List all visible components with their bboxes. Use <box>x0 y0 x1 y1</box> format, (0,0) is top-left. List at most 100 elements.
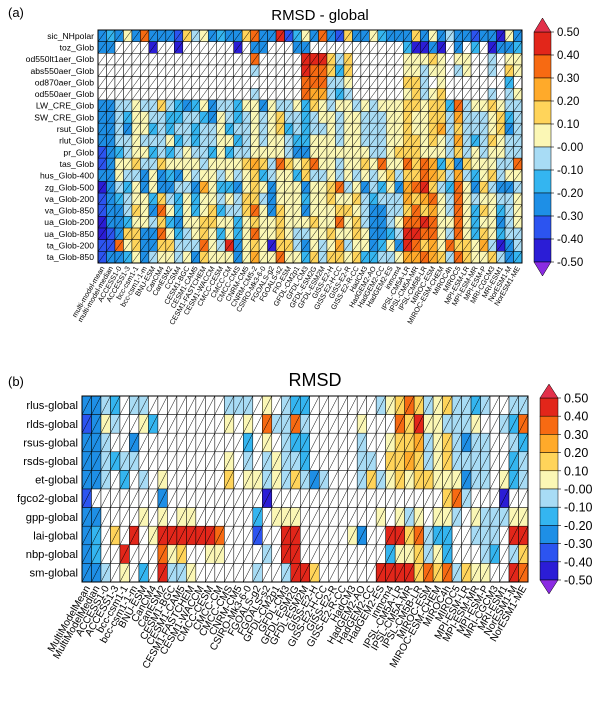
cell-diagonal <box>411 99 421 112</box>
cell-diagonal <box>352 239 362 252</box>
cell-diagonal <box>413 526 424 545</box>
cell-diagonal <box>432 563 443 583</box>
cell-diagonal <box>131 216 141 229</box>
cell-diagonal <box>300 526 310 545</box>
cell-diagonal <box>309 488 320 508</box>
row-label: fgco2-global <box>17 493 78 505</box>
cell-diagonal <box>335 53 345 66</box>
cell-diagonal <box>326 192 336 205</box>
cell-diagonal <box>182 111 192 124</box>
cell-diagonal <box>489 507 500 527</box>
cell-diagonal <box>208 29 217 42</box>
cell-diagonal <box>343 158 353 170</box>
cell-diagonal <box>404 526 415 545</box>
cell-diagonal <box>165 76 175 89</box>
colorbar: 0.500.400.300.200.10-0.00-0.10-0.20-0.30… <box>533 17 583 277</box>
cell-diagonal <box>174 111 184 124</box>
cell-diagonal <box>284 53 294 66</box>
cell-diagonal <box>224 507 235 527</box>
cell-diagonal <box>487 123 497 135</box>
cell-diagonal <box>436 181 446 194</box>
cell-diagonal <box>216 41 226 54</box>
cell-diagonal <box>174 29 184 42</box>
cell-diagonal <box>301 227 311 240</box>
colorbar-tick-label: 0.10 <box>564 464 588 478</box>
cell-diagonal <box>385 507 396 527</box>
cell-diagonal <box>140 76 150 89</box>
cell-diagonal <box>462 29 472 42</box>
cell-diagonal <box>309 216 319 229</box>
cell-diagonal <box>233 544 244 564</box>
cell-diagonal <box>504 146 514 159</box>
cell-diagonal <box>123 64 133 77</box>
colorbar-bin <box>539 470 559 490</box>
cell-diagonal <box>428 158 438 170</box>
cell-diagonal <box>106 227 116 240</box>
cell-diagonal <box>445 41 455 54</box>
cell-diagonal <box>224 158 234 170</box>
cell-diagonal <box>453 204 463 217</box>
cell-diagonal <box>377 181 387 194</box>
cell-diagonal <box>191 123 200 135</box>
cell-diagonal <box>301 158 311 170</box>
cell-diagonal <box>508 563 519 583</box>
cell-diagonal <box>451 507 462 527</box>
cell-diagonal <box>157 395 168 415</box>
cell-diagonal <box>442 470 453 490</box>
cell-diagonal <box>394 169 404 182</box>
cell-diagonal <box>91 488 102 508</box>
cell-diagonal <box>233 181 243 194</box>
cell-diagonal <box>462 88 472 101</box>
cell-diagonal <box>369 169 379 182</box>
cell-diagonal <box>335 169 345 182</box>
cell-diagonal <box>100 526 111 545</box>
cell-diagonal <box>262 414 273 434</box>
cell-diagonal <box>97 76 107 89</box>
cell-diagonal <box>157 76 167 89</box>
cell-diagonal <box>205 433 216 452</box>
cell-diagonal <box>114 64 124 77</box>
cell-diagonal <box>347 395 358 415</box>
cell-diagonal <box>411 134 421 147</box>
cell-diagonal <box>167 544 178 564</box>
cell-diagonal <box>182 76 192 89</box>
cell-diagonal <box>290 488 301 508</box>
cell-diagonal <box>216 216 226 229</box>
cell-diagonal <box>428 76 438 89</box>
cell-diagonal <box>182 41 192 54</box>
cell-diagonal <box>328 526 339 545</box>
cell-diagonal <box>208 192 217 205</box>
cell-diagonal <box>216 227 226 240</box>
cell-diagonal <box>165 181 175 194</box>
cell-diagonal <box>148 158 158 170</box>
cell-diagonal <box>470 239 480 252</box>
colorbar-tick-label: -0.30 <box>557 211 583 223</box>
cell-diagonal <box>326 41 336 54</box>
cell-diagonal <box>250 88 260 101</box>
cell-diagonal <box>199 134 209 147</box>
cell-diagonal <box>258 99 268 112</box>
cell-diagonal <box>470 395 481 415</box>
cell-diagonal <box>318 146 328 159</box>
cell-diagonal <box>394 433 405 452</box>
cell-diagonal <box>199 64 209 77</box>
cell-diagonal <box>157 414 168 434</box>
cell-diagonal <box>140 146 150 159</box>
cell-diagonal <box>423 563 434 583</box>
cell-diagonal <box>360 41 370 54</box>
colorbar-top-triangle <box>533 17 552 33</box>
cell-diagonal <box>300 488 310 508</box>
cell-diagonal <box>252 507 263 527</box>
cell-diagonal <box>243 451 254 471</box>
colorbar-tick-label: 0.40 <box>564 410 588 424</box>
cell-diagonal <box>445 99 455 112</box>
colorbar-bin <box>533 31 552 56</box>
cell-diagonal <box>250 64 260 77</box>
cell-diagonal <box>445 158 455 170</box>
cell-diagonal <box>267 216 277 229</box>
cell-diagonal <box>281 488 291 508</box>
cell-diagonal <box>233 563 244 583</box>
cell-diagonal <box>267 192 277 205</box>
cell-diagonal <box>224 123 234 135</box>
cell-diagonal <box>319 470 329 490</box>
